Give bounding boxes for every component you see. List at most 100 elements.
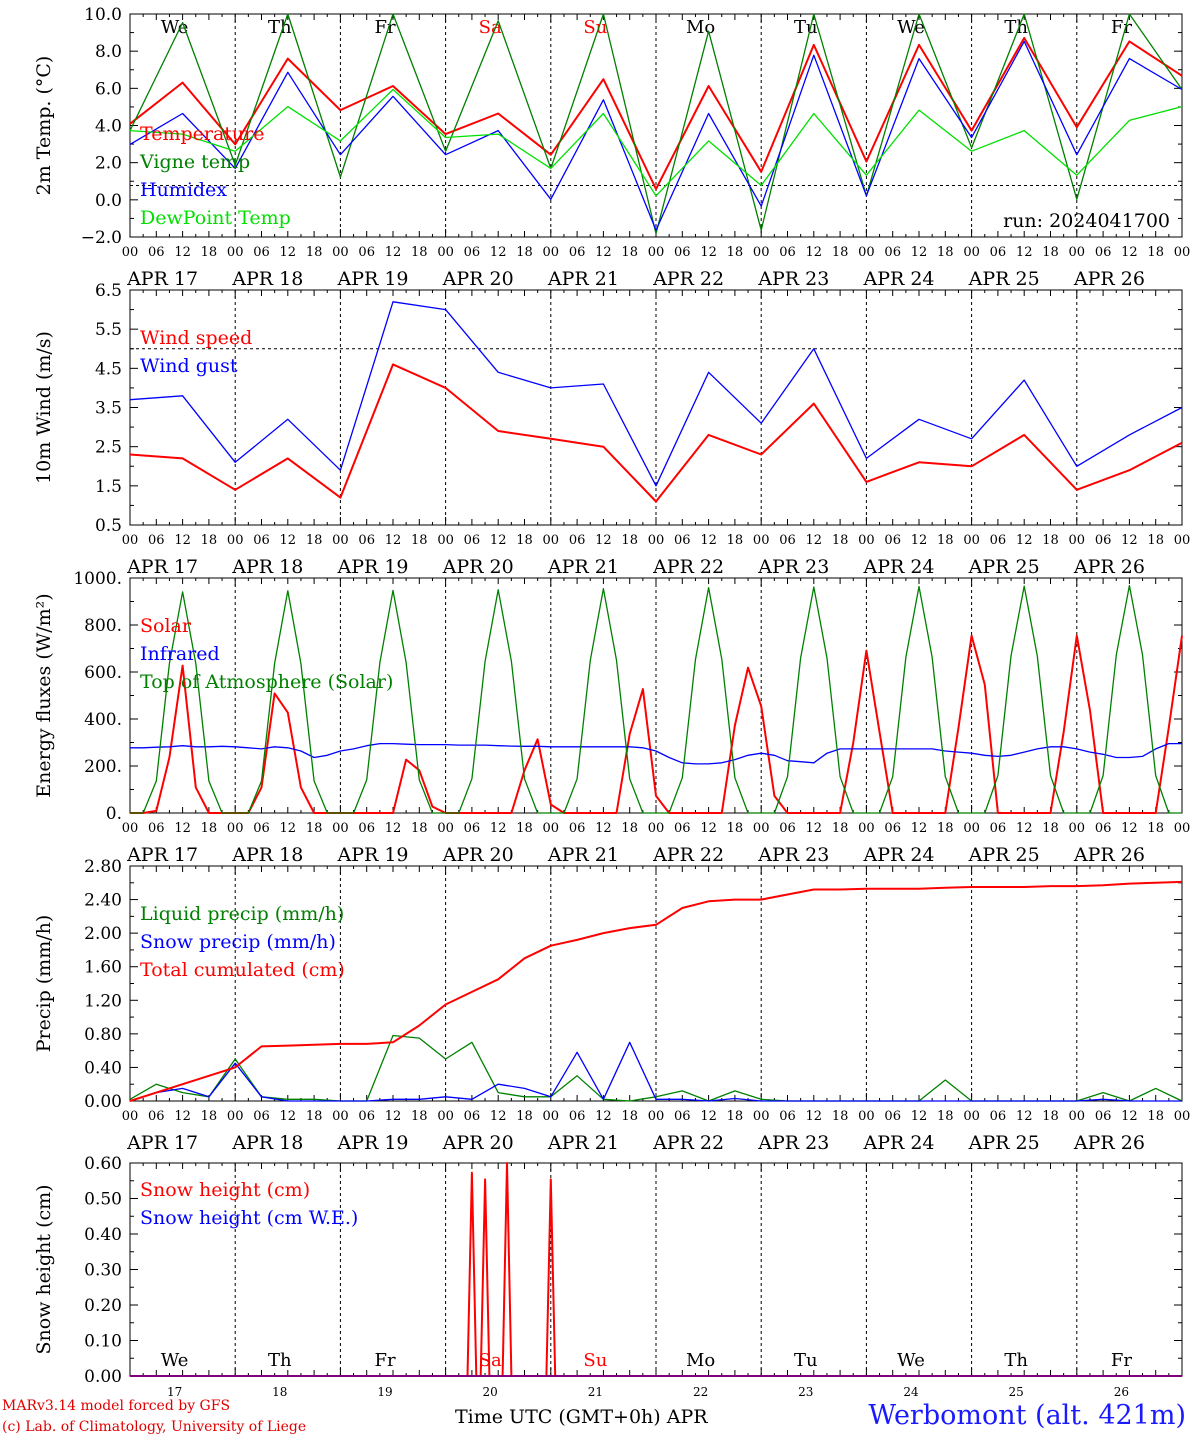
date-label: APR 26 [1073, 844, 1145, 866]
run-label: run: 2024041700 [1003, 210, 1170, 232]
x-hour-label: 12 [700, 245, 717, 260]
x-hour-label: 12 [806, 533, 823, 548]
date-label: APR 22 [652, 1132, 724, 1154]
day-number-label: 18 [272, 1385, 287, 1399]
y-tick-label: 0.00 [84, 1367, 122, 1387]
y-tick-label: 600. [84, 663, 122, 683]
x-hour-label: 18 [832, 821, 849, 836]
x-hour-label: 12 [1121, 533, 1138, 548]
series-line [129, 13, 1183, 235]
x-hour-label: 00 [1174, 245, 1191, 260]
weekday-label: Th [268, 1350, 292, 1371]
x-hour-label: 12 [595, 1109, 612, 1124]
x-hour-label: 12 [490, 245, 507, 260]
x-hour-label: 18 [1147, 533, 1164, 548]
x-hour-label: 00 [543, 1109, 560, 1124]
weekday-label: Fr [374, 1350, 395, 1371]
x-hour-label: 06 [884, 245, 901, 260]
day-number-label: 22 [693, 1385, 708, 1399]
date-label: APR 21 [547, 1132, 619, 1154]
x-hour-label: 06 [674, 245, 691, 260]
day-number-label: 25 [1009, 1385, 1024, 1399]
x-hour-label: 06 [358, 1109, 375, 1124]
date-label: APR 18 [231, 268, 303, 290]
date-label: APR 17 [126, 1132, 198, 1154]
x-hour-label: 18 [516, 533, 533, 548]
y-tick-label: 400. [84, 710, 122, 730]
x-hour-label: 06 [569, 245, 586, 260]
x-hour-label: 06 [569, 821, 586, 836]
legend-label: Snow precip (mm/h) [140, 931, 336, 953]
x-hour-label: 18 [1147, 1109, 1164, 1124]
legend-label: Total cumulated (cm) [140, 959, 345, 981]
x-hour-label: 00 [858, 533, 875, 548]
x-hour-label: 18 [621, 533, 638, 548]
x-hour-label: 00 [122, 821, 139, 836]
date-label: APR 24 [862, 844, 934, 866]
x-hour-label: 12 [490, 1109, 507, 1124]
day-number-label: 20 [483, 1385, 498, 1399]
x-hour-label: 06 [253, 1109, 270, 1124]
y-tick-label: 2.00 [84, 924, 122, 944]
series-line [129, 301, 1183, 487]
x-hour-label: 12 [280, 1109, 297, 1124]
date-label: APR 24 [862, 556, 934, 578]
x-hour-label: 12 [700, 533, 717, 548]
x-hour-label: 00 [963, 1109, 980, 1124]
x-hour-label: 12 [174, 533, 191, 548]
x-hour-label: 06 [1095, 533, 1112, 548]
x-hour-label: 12 [806, 1109, 823, 1124]
plot-frame [129, 13, 1183, 238]
x-hour-label: 12 [911, 821, 928, 836]
x-hour-label: 12 [174, 245, 191, 260]
date-label: APR 23 [757, 268, 829, 290]
date-label: APR 22 [652, 844, 724, 866]
precipitation-panel: 2.80 2.40 2.00 1.60 1.20 0.80 0.40 0.00 Precip (… [33, 857, 1190, 1154]
x-hour-label: 00 [1174, 821, 1191, 836]
y-axis-title: 10m Wind (m/s) [33, 331, 55, 484]
weekday-label: Fr [1111, 1350, 1132, 1371]
date-label: APR 23 [757, 844, 829, 866]
x-hour-label: 00 [122, 245, 139, 260]
x-hour-label: 18 [937, 821, 954, 836]
legend-label: Snow height (cm) [140, 1179, 310, 1201]
x-hour-label: 06 [674, 533, 691, 548]
weekday-label: We [161, 17, 189, 38]
x-hour-label: 12 [385, 533, 402, 548]
x-hour-label: 06 [464, 1109, 481, 1124]
x-hour-label: 00 [858, 821, 875, 836]
x-hour-label: 12 [700, 821, 717, 836]
y-axis-title: 2m Temp. (°C) [33, 56, 55, 196]
date-label: APR 17 [126, 556, 198, 578]
x-hour-label: 00 [963, 821, 980, 836]
x-hour-label: 12 [1016, 245, 1033, 260]
x-hour-label: 00 [753, 1109, 770, 1124]
x-hour-label: 06 [569, 1109, 586, 1124]
x-hour-label: 18 [201, 821, 218, 836]
x-hour-label: 06 [358, 821, 375, 836]
x-hour-label: 12 [1121, 245, 1138, 260]
day-number-label: 19 [377, 1385, 392, 1399]
snow-panel: 0.60 0.50 0.40 0.30 0.20 0.10 0.00 Snow height … [33, 1154, 1183, 1399]
x-hour-label: 06 [358, 245, 375, 260]
date-label: APR 22 [652, 268, 724, 290]
energy-panel: 1000. 800. 600. 400. 200. 0. Energy fluxes (W/… [33, 569, 1190, 866]
weekday-label: We [161, 1350, 189, 1371]
date-label: APR 25 [968, 844, 1040, 866]
y-tick-label: 2.5 [95, 438, 122, 458]
x-hour-label: 06 [884, 533, 901, 548]
series-line [130, 584, 1182, 814]
x-hour-label: 06 [148, 1109, 165, 1124]
x-hour-label: 06 [990, 245, 1007, 260]
date-label: APR 21 [547, 268, 619, 290]
x-hour-label: 12 [806, 245, 823, 260]
x-hour-label: 06 [884, 1109, 901, 1124]
weekday-label: We [897, 17, 925, 38]
x-hour-label: 06 [464, 533, 481, 548]
x-hour-label: 12 [174, 1109, 191, 1124]
y-tick-label: 0.30 [84, 1261, 122, 1281]
x-hour-label: 06 [674, 821, 691, 836]
x-hour-label: 18 [306, 245, 323, 260]
x-hour-label: 00 [1069, 821, 1086, 836]
